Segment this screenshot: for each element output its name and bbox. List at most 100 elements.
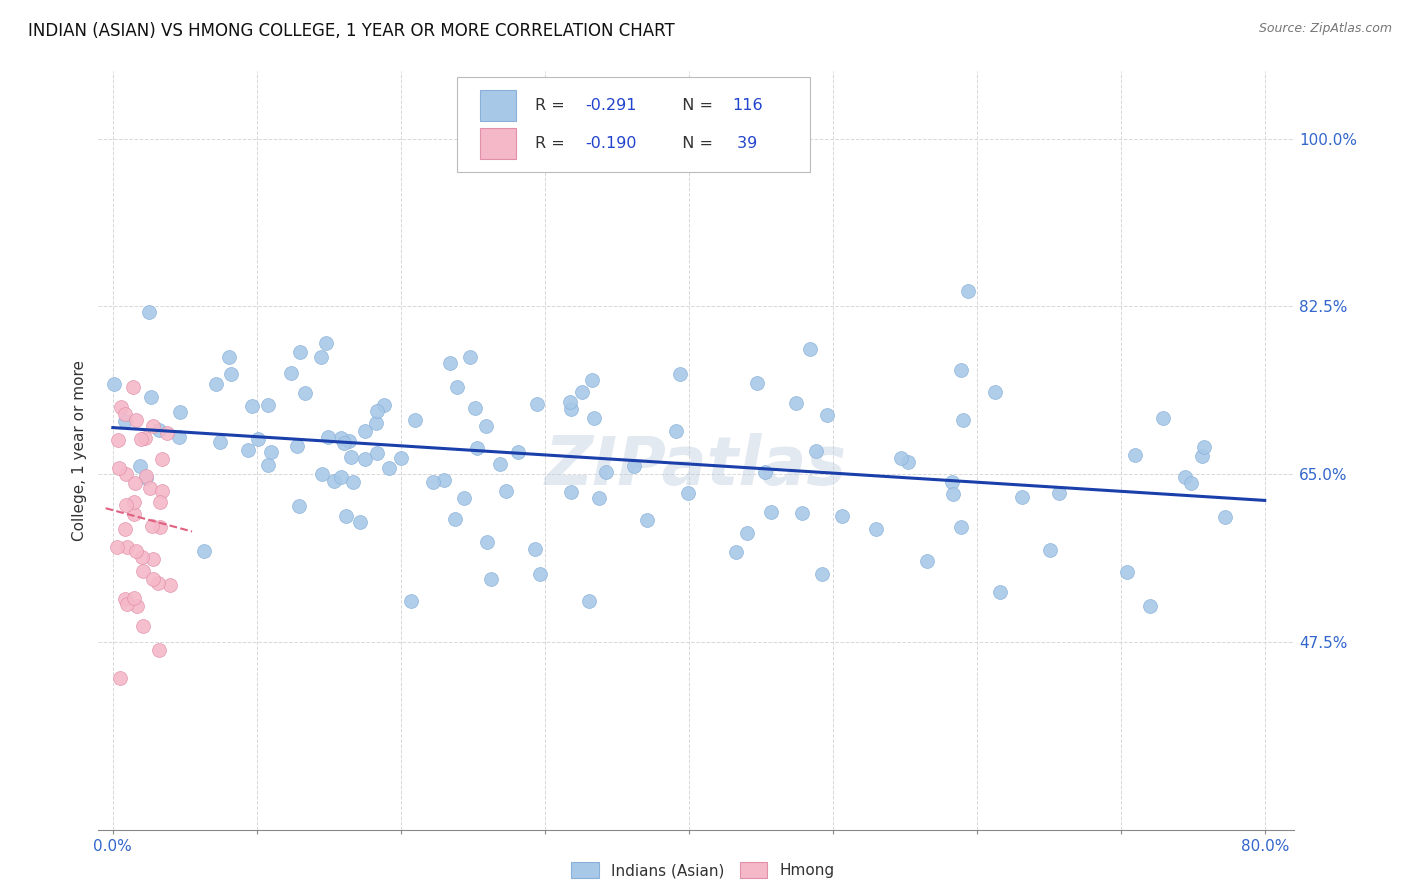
Point	[288, 499, 311, 513]
Point	[146, 575, 169, 590]
Point	[121, 379, 143, 393]
Point	[583, 411, 606, 425]
Point	[464, 401, 486, 416]
Point	[811, 567, 834, 582]
Point	[125, 413, 148, 427]
Point	[1116, 565, 1139, 579]
Point	[260, 445, 283, 459]
Text: 39: 39	[733, 136, 756, 151]
Point	[349, 515, 371, 529]
Point	[129, 432, 152, 446]
Point	[107, 433, 129, 447]
Point	[340, 450, 363, 465]
Point	[1152, 410, 1174, 425]
Point	[725, 545, 748, 559]
Text: R =: R =	[534, 98, 569, 113]
Point	[404, 413, 426, 427]
Point	[506, 445, 529, 459]
Point	[949, 520, 972, 534]
Point	[366, 417, 388, 431]
Point	[915, 554, 938, 568]
Point	[150, 452, 173, 467]
Point	[366, 403, 388, 417]
Point	[678, 486, 700, 500]
Point	[205, 376, 228, 391]
Point	[294, 386, 316, 401]
Point	[156, 425, 179, 440]
Point	[128, 459, 150, 474]
Point	[588, 491, 610, 506]
Point	[897, 455, 920, 469]
Point	[558, 395, 581, 409]
Point	[745, 376, 768, 391]
Point	[115, 498, 138, 512]
Point	[422, 475, 444, 490]
Point	[354, 425, 377, 439]
Y-axis label: College, 1 year or more: College, 1 year or more	[72, 360, 87, 541]
Point	[353, 451, 375, 466]
Point	[475, 419, 498, 434]
Point	[890, 451, 912, 466]
Point	[804, 444, 827, 458]
FancyBboxPatch shape	[479, 128, 516, 159]
Point	[141, 519, 163, 533]
Point	[322, 474, 344, 488]
Point	[103, 376, 125, 391]
Point	[290, 345, 312, 359]
Point	[529, 566, 551, 581]
Point	[949, 363, 972, 377]
Point	[790, 507, 813, 521]
Point	[148, 642, 170, 657]
Point	[831, 508, 853, 523]
Point	[114, 592, 136, 607]
Point	[581, 373, 603, 387]
Point	[169, 405, 191, 419]
Point	[988, 585, 1011, 599]
Point	[433, 473, 456, 487]
Point	[152, 484, 174, 499]
Point	[280, 366, 302, 380]
Point	[735, 525, 758, 540]
Point	[759, 505, 782, 519]
Point	[453, 491, 475, 506]
Point	[941, 475, 963, 489]
Point	[799, 343, 821, 357]
Point	[122, 494, 145, 508]
Point	[141, 390, 163, 404]
Point	[124, 544, 146, 558]
Point	[131, 549, 153, 564]
Point	[665, 424, 688, 438]
Point	[285, 439, 308, 453]
Point	[257, 398, 280, 412]
Point	[366, 446, 388, 460]
Point	[636, 513, 658, 527]
Point	[378, 461, 401, 475]
Point	[329, 469, 352, 483]
Point	[1191, 449, 1213, 463]
Point	[311, 467, 333, 482]
Point	[138, 305, 160, 319]
Text: N =: N =	[672, 136, 718, 151]
Point	[489, 457, 512, 471]
Point	[785, 396, 807, 410]
FancyBboxPatch shape	[457, 78, 810, 172]
Point	[1192, 440, 1215, 454]
Point	[193, 544, 215, 558]
Point	[1174, 470, 1197, 484]
Point	[1180, 476, 1202, 491]
Point	[460, 350, 482, 364]
Point	[221, 367, 243, 381]
Point	[142, 418, 165, 433]
Point	[595, 466, 617, 480]
Point	[108, 671, 131, 685]
Point	[439, 356, 461, 370]
Point	[401, 594, 423, 608]
Point	[524, 541, 547, 556]
Point	[115, 540, 138, 554]
Point	[132, 565, 155, 579]
Text: ZIPatlas: ZIPatlas	[546, 433, 846, 499]
Point	[114, 522, 136, 536]
Point	[560, 485, 582, 500]
Point	[218, 351, 240, 365]
Point	[117, 597, 139, 611]
